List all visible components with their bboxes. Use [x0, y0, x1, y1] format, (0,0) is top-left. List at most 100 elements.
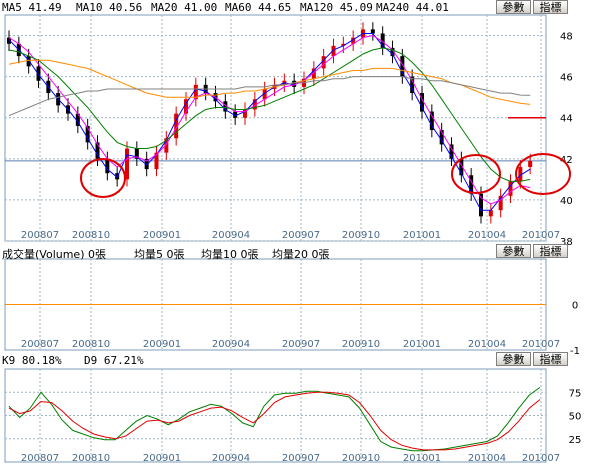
candle-body — [469, 175, 474, 194]
highlight-circle — [515, 153, 571, 195]
candle-body — [518, 167, 523, 182]
k9-label: K9 80.18% — [2, 354, 62, 367]
candle-body — [479, 193, 483, 217]
price-y-tick: 46 — [560, 73, 573, 84]
candle-body — [154, 152, 159, 170]
candle-body — [420, 93, 424, 112]
price-y-tick: 48 — [560, 32, 573, 43]
candle-body — [321, 56, 326, 69]
candle-body — [75, 113, 80, 126]
candle-body — [252, 99, 257, 110]
ma-line-ma120 — [8, 76, 531, 117]
candle-body — [262, 88, 267, 100]
candle-body — [243, 109, 247, 118]
kd-line-k9 — [8, 386, 541, 452]
avg-volume-10-label: 均量10 0張 — [201, 248, 259, 261]
volume-y-tick: -1 — [570, 346, 580, 357]
ma120-label: MA120 45.09 — [300, 1, 373, 14]
candle-body — [331, 45, 336, 57]
volume-x-tick: 200907 — [282, 339, 320, 350]
d9-label: D9 67.21% — [84, 354, 144, 367]
price-indicator-button[interactable]: 指標 — [533, 0, 568, 14]
volume-x-tick: 201004 — [468, 339, 506, 350]
volume-x-tick: 200904 — [212, 339, 250, 350]
price-y-tick: 40 — [560, 196, 573, 207]
candle-body — [390, 47, 395, 57]
candle-body — [400, 56, 405, 77]
kd-y-tick: 50 — [569, 412, 582, 423]
candle-body — [184, 99, 188, 114]
price-x-tick: 200810 — [72, 230, 110, 241]
kd-x-tick: 200904 — [212, 453, 250, 464]
price-y-tick: 44 — [560, 114, 573, 125]
kd-x-tick: 200810 — [72, 453, 110, 464]
ma10-label: MA10 40.56 — [76, 1, 143, 14]
candle-body — [105, 158, 110, 174]
candle-body — [311, 68, 316, 79]
kd-x-tick: 200807 — [21, 453, 59, 464]
price-y-tick: 42 — [560, 155, 573, 166]
candle-body — [174, 113, 179, 139]
avg-volume-5-label: 均量5 0張 — [134, 248, 185, 261]
price-x-tick: 201007 — [522, 230, 560, 241]
volume-x-tick: 200901 — [143, 339, 181, 350]
kd-x-tick: 201004 — [468, 453, 506, 464]
candle-body — [125, 148, 129, 180]
candle-body — [459, 158, 464, 176]
price-x-tick: 200904 — [212, 230, 250, 241]
candle-body — [351, 37, 356, 44]
ma20-label: MA20 41.00 — [151, 1, 218, 14]
kd-line-d9 — [8, 391, 541, 451]
volume-params-button[interactable]: 參數 — [496, 244, 531, 258]
candle-body — [429, 111, 434, 131]
candle-body — [380, 33, 385, 48]
kd-x-tick: 200907 — [282, 453, 320, 464]
candle-body — [439, 130, 444, 145]
kd-x-tick: 201007 — [522, 453, 560, 464]
price-x-tick: 201001 — [403, 230, 441, 241]
candle-body — [449, 144, 454, 159]
ma-line-ma10 — [8, 34, 531, 205]
volume-x-tick: 200807 — [21, 339, 59, 350]
kd-x-tick: 201001 — [403, 453, 441, 464]
candle-body — [233, 111, 238, 118]
volume-label: 成交量(Volume) 0張 — [2, 248, 106, 261]
kd-y-tick: 25 — [569, 435, 582, 446]
ma60-label: MA60 44.65 — [225, 1, 292, 14]
kd-params-button[interactable]: 參數 — [496, 352, 531, 366]
ma-line-ma20 — [8, 47, 531, 182]
volume-indicator-button[interactable]: 指標 — [533, 244, 568, 258]
kd-indicator-button[interactable]: 指標 — [533, 352, 568, 366]
candle-body — [528, 160, 533, 168]
candle-body — [410, 76, 415, 94]
candle-body — [36, 66, 41, 81]
price-x-tick: 200807 — [21, 230, 59, 241]
candle-body — [488, 210, 493, 217]
kd-x-tick: 200901 — [143, 453, 181, 464]
candle-body — [223, 101, 228, 112]
price-x-tick: 200907 — [282, 230, 320, 241]
candle-body — [498, 195, 503, 211]
kd-x-tick: 200910 — [342, 453, 380, 464]
candle-body — [85, 125, 90, 143]
avg-volume-20-label: 均量20 0張 — [272, 248, 330, 261]
price-y-tick: 38 — [560, 237, 573, 248]
candle-body — [370, 29, 375, 34]
price-x-tick: 201004 — [468, 230, 506, 241]
ma5-label: MA5 41.49 — [2, 1, 62, 14]
candle-body — [164, 138, 169, 153]
candle-body — [144, 158, 149, 170]
candle-body — [292, 80, 297, 87]
volume-y-tick: 0 — [572, 301, 578, 312]
candle-body — [193, 84, 198, 100]
volume-x-tick: 200910 — [342, 339, 380, 350]
candle-body — [26, 56, 31, 67]
price-x-tick: 200910 — [342, 230, 380, 241]
highlight-circle — [451, 154, 501, 194]
ma-line-ma60 — [8, 59, 531, 105]
ma-line-ma5 — [8, 33, 531, 211]
price-params-button[interactable]: 參數 — [496, 0, 531, 14]
candle-body — [7, 37, 11, 44]
candle-body — [341, 43, 346, 46]
